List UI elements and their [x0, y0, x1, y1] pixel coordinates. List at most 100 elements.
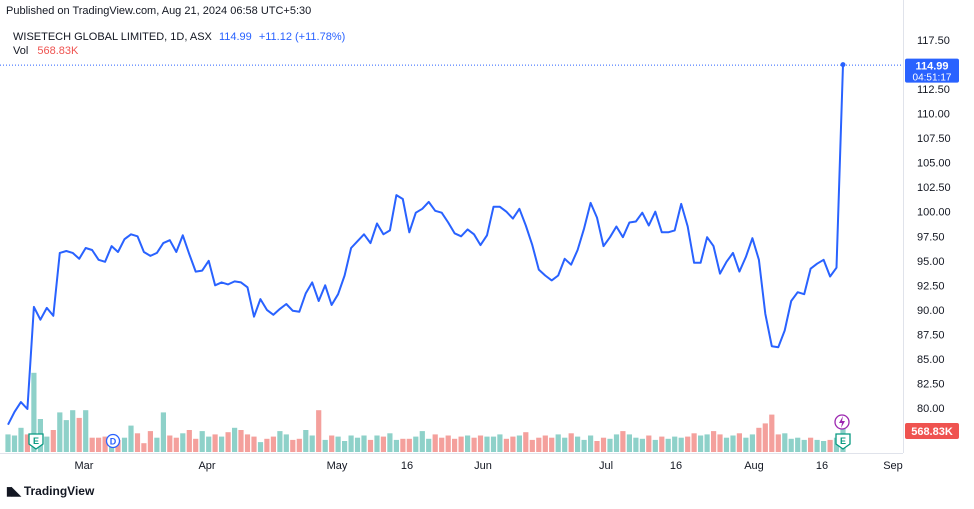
volume-bar	[173, 437, 179, 452]
price-series-line	[7, 64, 844, 426]
volume-bar	[367, 439, 374, 452]
price-tick-label: 90.00	[917, 305, 945, 317]
time-tick-label: Apr	[198, 460, 215, 472]
volume-bar	[193, 438, 199, 452]
volume-bar	[633, 437, 639, 452]
volume-bar	[24, 434, 30, 452]
svg-text:E: E	[33, 436, 39, 446]
volume-bar	[568, 433, 574, 452]
volume-bar	[782, 433, 788, 452]
volume-bar	[471, 437, 477, 452]
price-tick-label: 107.50	[917, 133, 951, 145]
time-scale[interactable]: Mar Apr May 16 Jun Jul 16 Aug 16 Sep	[75, 460, 903, 472]
volume-bar	[711, 431, 717, 452]
volume-bar	[788, 438, 794, 452]
volume-bar	[5, 434, 11, 452]
volume-bar	[219, 436, 225, 452]
volume-bar	[659, 436, 665, 452]
last-price-dot	[840, 62, 846, 68]
volume-bar	[808, 437, 814, 452]
volume-bar	[652, 439, 658, 452]
volume-bar	[484, 436, 490, 452]
volume-bar	[749, 434, 755, 452]
volume-bar	[31, 372, 37, 452]
volume-bars	[5, 372, 846, 452]
volume-bar	[270, 436, 276, 452]
symbol-title[interactable]: WISETECH GLOBAL LIMITED, 1D, ASX	[13, 31, 212, 43]
tradingview-logo[interactable]: ▮◣ TradingView	[6, 484, 94, 498]
tradingview-icon: ▮◣	[6, 484, 21, 498]
volume-bar	[387, 433, 393, 452]
volume-bar	[283, 434, 289, 452]
volume-bar	[445, 435, 451, 452]
volume-bar	[795, 437, 801, 452]
time-tick-label: Jul	[599, 460, 613, 472]
earnings-event-marker[interactable]: E	[28, 433, 44, 450]
volume-bar	[769, 414, 775, 452]
volume-bar	[303, 430, 309, 452]
volume-bar	[562, 437, 568, 452]
volume-bar	[588, 435, 594, 452]
dividend-event-marker[interactable]: D	[105, 433, 121, 449]
volume-bar	[380, 436, 386, 452]
volume-bar	[419, 431, 425, 452]
volume-bar	[704, 434, 710, 452]
volume-bar	[730, 435, 736, 452]
volume-bar	[63, 420, 69, 452]
last-price: 114.99	[218, 31, 252, 43]
volume-bar	[406, 438, 412, 452]
volume-value: 568.83K	[37, 45, 79, 57]
volume-bar	[89, 437, 95, 452]
volume-label[interactable]: Vol	[13, 45, 29, 57]
volume-bar	[665, 438, 671, 452]
volume-bar	[510, 436, 516, 452]
time-tick-label: 16	[401, 460, 413, 472]
volume-bar	[329, 435, 335, 452]
volume-bar	[775, 434, 781, 452]
volume-bar	[121, 437, 128, 452]
volume-bar	[50, 430, 56, 452]
price-tick-label: 85.00	[917, 354, 945, 366]
volume-bar	[626, 434, 632, 452]
price-tick-label: 100.00	[917, 207, 951, 219]
volume-bar	[413, 436, 419, 452]
volume-bar	[639, 438, 645, 452]
volume-bar	[44, 436, 50, 452]
volume-bar	[244, 434, 251, 452]
volume-bar	[251, 436, 257, 452]
volume-bar	[167, 435, 173, 452]
volume-bar	[723, 437, 730, 452]
volume-bar	[232, 427, 238, 452]
volume-bar	[374, 435, 380, 452]
volume-bar	[607, 438, 613, 452]
volume-bar	[277, 431, 283, 452]
volume-bar	[400, 438, 406, 452]
volume-bar	[646, 435, 652, 452]
volume-bar	[354, 437, 361, 452]
volume-bar	[212, 434, 218, 452]
split-flash-event-marker[interactable]	[834, 414, 850, 430]
volume-bar	[426, 438, 432, 452]
price-tick-label: 110.00	[917, 109, 950, 121]
time-tick-label: Jun	[474, 460, 492, 472]
volume-bar	[458, 436, 464, 452]
volume-bar	[594, 441, 600, 452]
volume-bar	[756, 427, 762, 452]
volume-bar	[536, 437, 542, 452]
volume-bar	[698, 435, 704, 452]
volume-bar	[57, 412, 63, 452]
volume-bar	[439, 437, 445, 452]
price-tick-label: 105.00	[917, 158, 951, 170]
volume-bar	[102, 436, 108, 452]
volume-bar	[11, 435, 18, 452]
volume-bar	[70, 410, 76, 452]
volume-bar	[523, 432, 529, 452]
last-price-badge: 114.99 04:51:17	[905, 58, 959, 84]
time-tick-label: Aug	[744, 460, 764, 472]
volume-bar	[141, 443, 147, 452]
earnings-event-marker-2[interactable]: E	[835, 433, 851, 450]
price-scale[interactable]: 117.50115.00112.50110.00107.50105.00102.…	[917, 35, 951, 415]
volume-bar	[96, 437, 102, 452]
